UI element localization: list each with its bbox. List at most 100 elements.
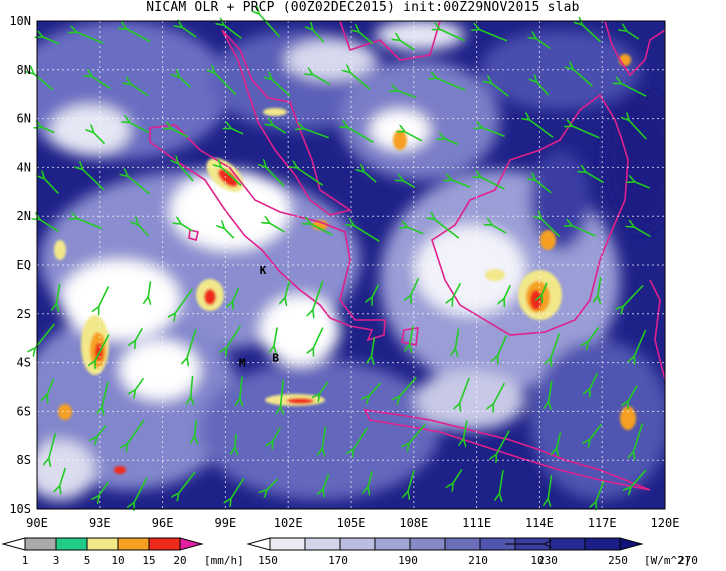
place-markers: K M B bbox=[239, 264, 279, 370]
wind-arrow bbox=[272, 427, 281, 442]
wind-arrow bbox=[272, 125, 287, 134]
precip-tick-label: 20 bbox=[173, 554, 186, 567]
colorbar-arrow-left bbox=[246, 537, 271, 551]
wind-arrow bbox=[436, 78, 466, 91]
wind-arrow bbox=[126, 28, 151, 43]
wind-arrow bbox=[595, 481, 605, 502]
wind-arrow bbox=[223, 25, 242, 39]
wind-arrow bbox=[39, 219, 60, 233]
wind-arrow bbox=[541, 282, 548, 296]
wind-arrow bbox=[368, 382, 382, 396]
colorbar-swatch bbox=[269, 537, 306, 551]
wind-arrow bbox=[220, 167, 242, 187]
olr-tick-label: 250 bbox=[608, 554, 628, 567]
olr-tick-label: 150 bbox=[258, 554, 278, 567]
y-tick-label: 2N bbox=[17, 209, 31, 223]
colorbar-swatch bbox=[409, 537, 446, 551]
y-tick-label: 6N bbox=[17, 112, 31, 126]
wind-arrow bbox=[271, 79, 291, 97]
x-tick-label: 99E bbox=[215, 516, 237, 530]
wind-arrow bbox=[372, 284, 380, 298]
wind-arrow bbox=[504, 284, 511, 299]
wind-arrow bbox=[479, 29, 508, 42]
wind-arrow bbox=[439, 29, 465, 42]
wind-arrow bbox=[371, 337, 376, 357]
wind-arrow bbox=[181, 27, 197, 38]
wind-arrow bbox=[623, 284, 644, 307]
x-tick-label: 117E bbox=[588, 516, 617, 530]
colorbar-swatch bbox=[304, 537, 341, 551]
wind-arrow bbox=[258, 13, 281, 38]
wind-arrow bbox=[91, 76, 111, 90]
wind-arrow bbox=[628, 120, 647, 140]
sulawesi-coastline bbox=[649, 279, 665, 381]
wind-arrow bbox=[496, 430, 510, 456]
wind-arrow bbox=[353, 427, 369, 450]
colorbar-swatch bbox=[444, 537, 481, 551]
x-tick-label: 120E bbox=[651, 516, 680, 530]
wind-arrow bbox=[59, 467, 67, 487]
colorbar-swatch bbox=[584, 537, 621, 551]
wind-arrow bbox=[312, 29, 325, 43]
x-tick-label: 90E bbox=[26, 516, 48, 530]
y-tick-label: 8N bbox=[17, 63, 31, 77]
wind-arrow bbox=[399, 40, 415, 51]
wind-arrow bbox=[47, 378, 55, 396]
x-tick-label: 111E bbox=[462, 516, 491, 530]
colorbar-swatch bbox=[549, 537, 586, 551]
rain-cell bbox=[540, 230, 556, 250]
y-tick-label: 10N bbox=[9, 14, 31, 28]
wind-arrow bbox=[589, 372, 599, 389]
olr-tick-label: 190 bbox=[398, 554, 418, 567]
wind-arrow bbox=[49, 433, 57, 459]
rain-cell bbox=[620, 406, 636, 430]
wind-arrow bbox=[98, 481, 110, 496]
sumatra-coastline bbox=[149, 124, 386, 342]
indochina-coastline bbox=[339, 21, 441, 61]
wind-arrow bbox=[556, 432, 562, 450]
wind-arrow bbox=[353, 225, 380, 242]
coastlines bbox=[149, 21, 665, 491]
rain-cell bbox=[114, 466, 126, 474]
reference-vector-label: 10 bbox=[530, 554, 543, 567]
olr-tick-label: 210 bbox=[468, 554, 488, 567]
wind-arrow bbox=[34, 323, 55, 349]
wind-arrow bbox=[135, 377, 145, 390]
precip-colorbar: 1 3 5 10 15 20 [mm/h] bbox=[1, 537, 244, 567]
java-coastline bbox=[363, 408, 651, 491]
wind-arrow bbox=[194, 420, 196, 437]
wind-arrow bbox=[178, 471, 196, 494]
wind-arrow bbox=[95, 334, 110, 362]
colorbar-swatch bbox=[24, 537, 57, 551]
wind-arrow bbox=[177, 163, 194, 182]
y-tick-label: 2S bbox=[17, 307, 31, 321]
small-island bbox=[188, 229, 199, 241]
wind-arrow bbox=[402, 180, 416, 189]
wind-arrow bbox=[303, 128, 329, 139]
colorbar-arrow-left bbox=[1, 537, 26, 551]
colorbar-arrow-right bbox=[619, 537, 644, 551]
wind-arrow bbox=[628, 385, 638, 402]
wind-arrow bbox=[452, 282, 462, 299]
wind-arrow bbox=[235, 433, 236, 448]
wind-arrow bbox=[535, 180, 552, 194]
wind-arrow bbox=[529, 119, 554, 138]
colorbar-swatch bbox=[117, 537, 150, 551]
wind-arrow bbox=[598, 277, 602, 296]
wind-arrow bbox=[499, 470, 504, 494]
wind-arrow bbox=[572, 126, 600, 139]
wind-arrow bbox=[322, 426, 327, 450]
rain-cell bbox=[265, 394, 325, 406]
rain-cell bbox=[58, 404, 72, 420]
wind-arrow bbox=[323, 473, 330, 490]
borneo-coastline bbox=[431, 93, 629, 336]
wind-arrow bbox=[274, 327, 278, 347]
y-tick-label: EQ bbox=[17, 258, 31, 272]
wind-arrow bbox=[280, 379, 283, 408]
philippine-islands bbox=[604, 21, 665, 77]
wind-arrow bbox=[33, 73, 54, 91]
wind-arrow bbox=[634, 181, 650, 189]
precip-tick-label: 3 bbox=[53, 554, 60, 567]
x-tick-label: 93E bbox=[89, 516, 111, 530]
colorbar-swatch bbox=[86, 537, 119, 551]
